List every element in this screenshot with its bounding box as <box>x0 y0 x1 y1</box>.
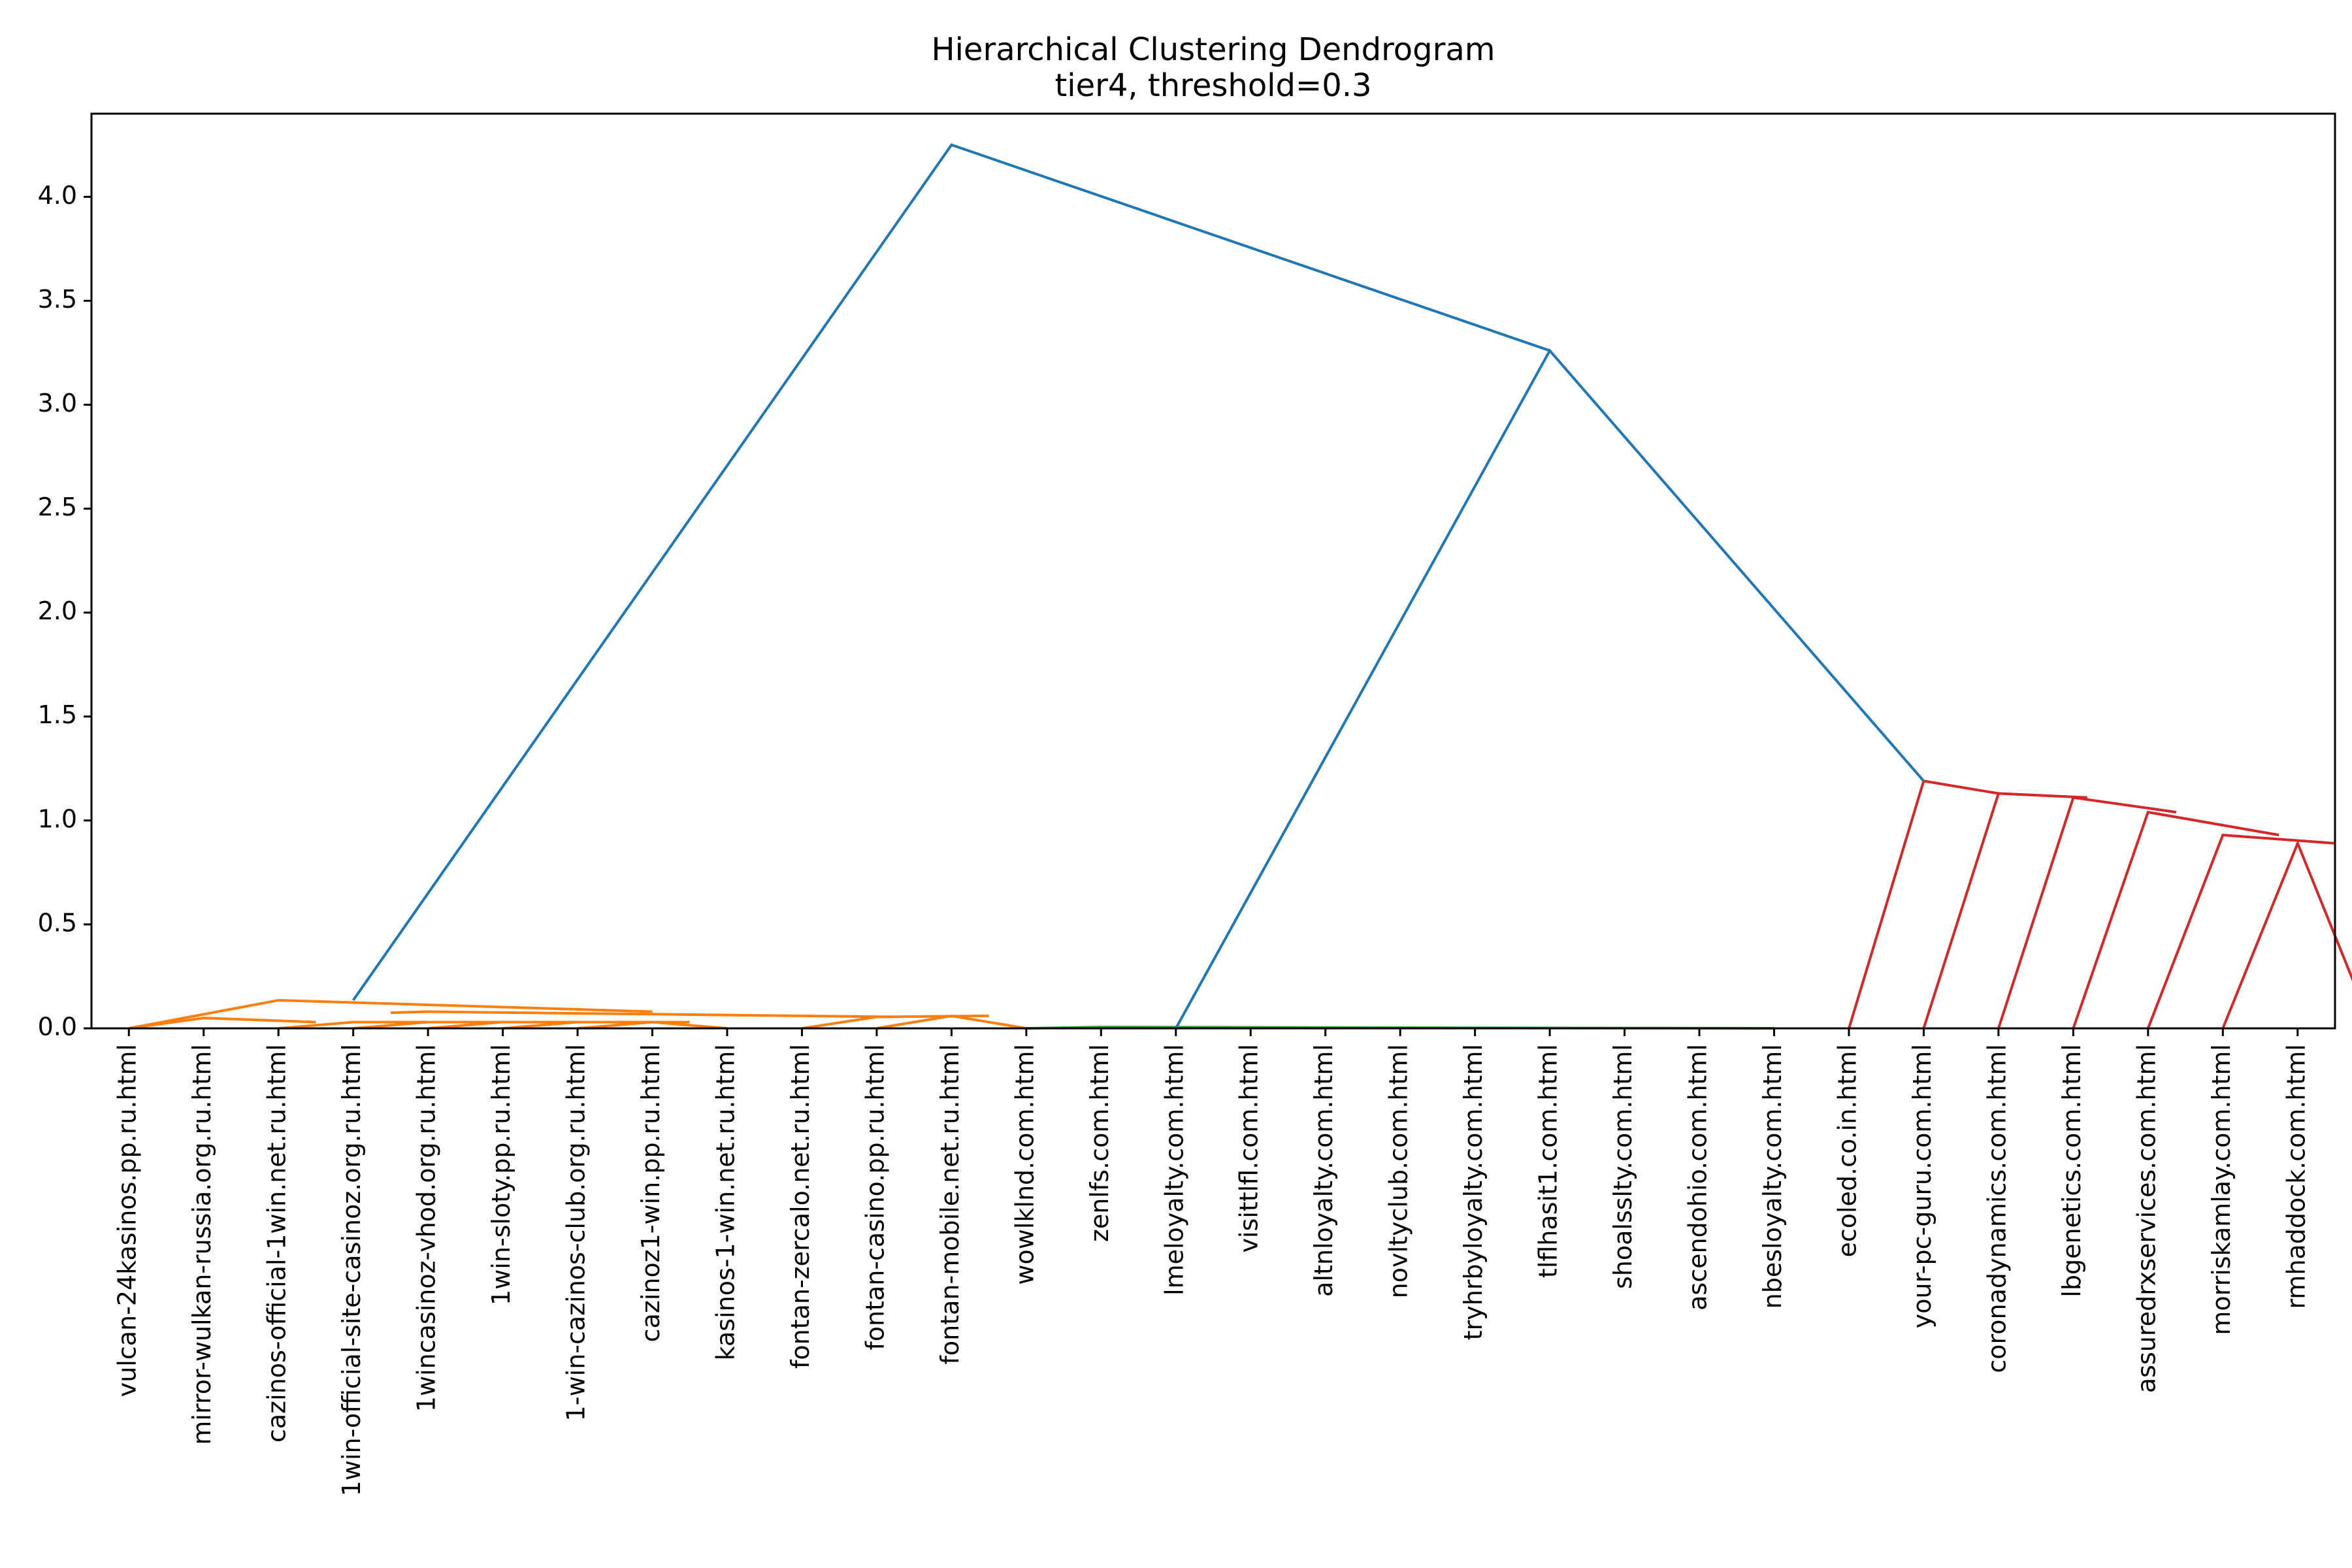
chart-subtitle: tier4, threshold=0.3 <box>1054 67 1371 104</box>
leaf-label: altnloyalty.com.html <box>1309 1044 1338 1297</box>
leaf-label: 1win-official-site-casinoz.org.ru.html <box>337 1044 366 1496</box>
leaf-label: ecoled.co.in.html <box>1833 1044 1862 1258</box>
leaf-label: coronadynamics.com.html <box>1982 1044 2011 1373</box>
leaf-label: tlflhasit1.com.html <box>1534 1044 1563 1278</box>
leaf-label: nbesloyalty.com.html <box>1758 1044 1787 1309</box>
dendrogram-link-blue-19 <box>351 143 1550 1002</box>
dendrogram-link-orange-5 <box>278 1021 498 1030</box>
leaf-label: your-pc-guru.com.html <box>1908 1044 1936 1328</box>
y-axis: 0.0 0.5 1.0 1.5 2.0 2.5 3.0 3.5 4.0 <box>38 181 91 1041</box>
dendrogram-link-red-17 <box>1848 779 1999 1029</box>
leaf-label: shoalsslty.com.html <box>1609 1044 1637 1289</box>
leaf-label: wowlklnd.com.html <box>1010 1044 1039 1285</box>
y-tick-label: 4.0 <box>38 181 77 210</box>
dendrogram-link-blue-18 <box>1175 348 1925 1029</box>
leaf-label: novltyclub.com.html <box>1384 1044 1413 1298</box>
leaf-label: 1wincasinoz-vhod.org.ru.html <box>412 1044 441 1412</box>
y-tick-label: 3.5 <box>38 285 77 314</box>
leaf-label: 1win-sloty.pp.ru.html <box>487 1044 515 1305</box>
leaf-label: rmhaddock.com.html <box>2281 1044 2310 1309</box>
y-tick-label: 2.5 <box>38 493 77 521</box>
y-tick-label: 0.0 <box>38 1013 77 1041</box>
leaf-label: mirror-wulkan-russia.org.ru.html <box>188 1044 216 1445</box>
plot-frame <box>90 112 2336 1030</box>
y-tick-label: 1.5 <box>38 700 77 729</box>
leaf-label: lmeloyalty.com.html <box>1160 1044 1188 1296</box>
leaf-label: fontan-mobile.net.ru.html <box>936 1044 964 1364</box>
leaf-label: cazinos-official-1win.net.ru.html <box>263 1044 291 1443</box>
y-tick-label: 0.5 <box>38 908 77 937</box>
leaf-label: vulcan-24kasinos.pp.ru.html <box>113 1044 142 1397</box>
dendrogram-link-orange-9 <box>390 1010 896 1019</box>
dendrogram-link-orange-10 <box>128 998 653 1030</box>
dendrogram-link-red-12 <box>2221 840 2352 1029</box>
y-tick-label: 1.0 <box>38 804 77 833</box>
x-axis: vulcan-24kasinos.pp.ru.html mirror-wulkan… <box>113 1028 2310 1496</box>
leaf-label: 1-win-cazinos-club.org.ru.html <box>562 1044 591 1421</box>
leaf-label: visittlfl.com.html <box>1235 1044 1264 1253</box>
leaf-label: tryhrbyloyalty.com.html <box>1459 1044 1488 1340</box>
y-tick-label: 2.0 <box>38 596 77 625</box>
leaf-label: lbgenetics.com.html <box>2057 1044 2086 1298</box>
y-tick-label: 3.0 <box>38 389 77 417</box>
dendrogram-link-red-15 <box>1997 796 2177 1029</box>
chart-title: Hierarchical Clustering Dendrogram <box>932 31 1495 68</box>
dendrogram-link-red-13 <box>2146 833 2336 1029</box>
leaf-label: zenlfs.com.html <box>1085 1044 1114 1242</box>
leaf-label: fontan-casino.pp.ru.html <box>860 1044 889 1350</box>
leaf-label: cazinoz1-win.pp.ru.html <box>636 1044 665 1342</box>
leaf-label: fontan-zercalo.net.ru.html <box>786 1044 815 1369</box>
leaf-label: ascendohio.com.html <box>1684 1044 1712 1311</box>
leaf-label: assuredrxservices.com.html <box>2132 1044 2161 1393</box>
leaf-label: kasinos-1-win.net.ru.html <box>711 1044 740 1360</box>
leaf-label: morriskamlay.com.html <box>2207 1044 2236 1335</box>
dendrogram-link-red-14 <box>2072 810 2279 1029</box>
dendrogram-links <box>128 143 2352 1030</box>
